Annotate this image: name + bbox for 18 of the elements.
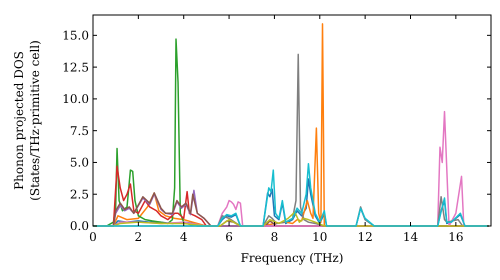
x-tick-label: 10 bbox=[312, 230, 328, 244]
x-tick-label: 8 bbox=[270, 230, 278, 244]
y-tick-label: 12.5 bbox=[62, 60, 89, 74]
x-tick-label: 4 bbox=[180, 230, 188, 244]
x-tick-label: 0 bbox=[89, 230, 97, 244]
y-tick-label: 0.0 bbox=[70, 219, 89, 234]
x-tick-label: 6 bbox=[225, 230, 233, 244]
x-tick-label: 16 bbox=[448, 230, 464, 244]
x-tick-label: 14 bbox=[402, 230, 418, 244]
y-tick-label: 10.0 bbox=[62, 92, 89, 106]
y-tick-label: 7.5 bbox=[70, 124, 89, 138]
y-axis-title: Phonon projected DOS (States/THz·primitive cell) bbox=[12, 40, 42, 201]
x-axis-title: Frequency (THz) bbox=[240, 251, 344, 265]
x-tick-label: 2 bbox=[134, 230, 142, 244]
y-tick-label: 2.5 bbox=[70, 187, 89, 202]
y-tick-label: 5.0 bbox=[70, 156, 89, 170]
y-tick-label: 15.0 bbox=[62, 28, 89, 43]
x-tick-label: 12 bbox=[357, 230, 373, 244]
